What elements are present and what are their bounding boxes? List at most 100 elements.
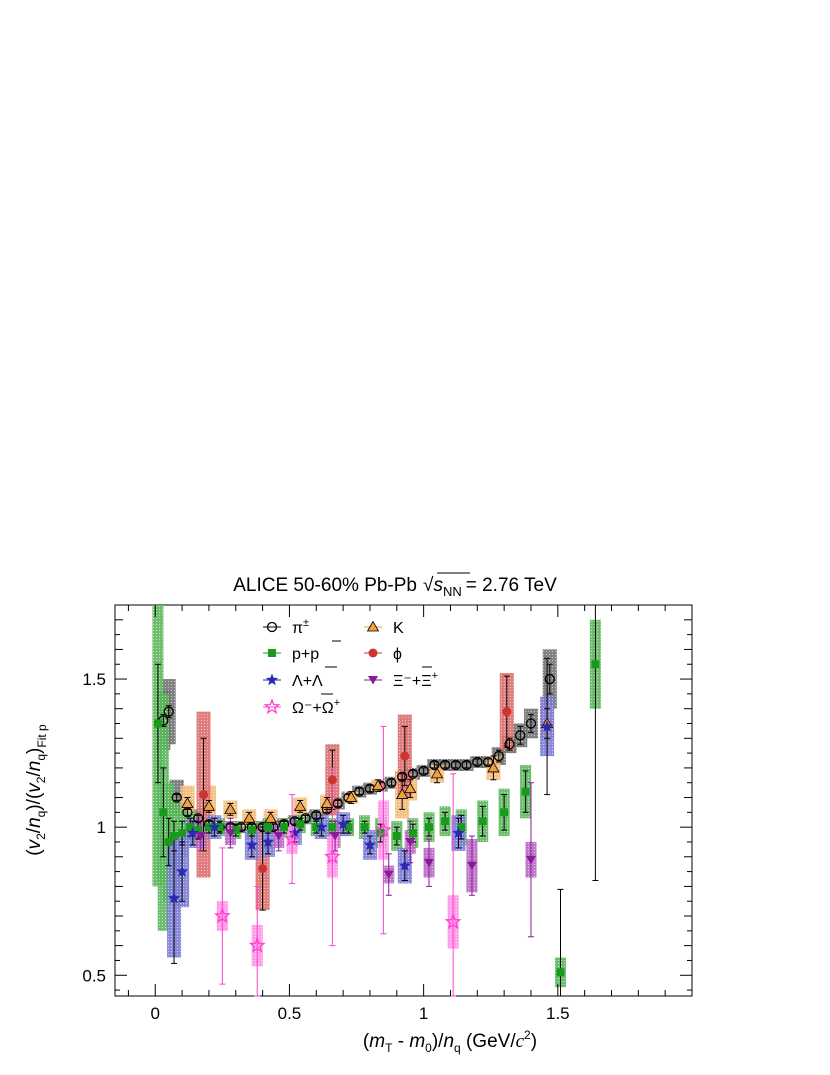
p-point-27 [556,968,565,977]
x-tick-label-2: 1 [419,1004,428,1023]
p-point-15 [328,823,337,832]
p-point-2 [164,837,173,846]
p-point-22 [441,817,450,826]
pi-point-2 [171,792,182,803]
pi-point-30 [472,756,483,768]
x-axis-label: (mT - m0)/nq (GeV/c2) [363,1028,537,1055]
xi-point-7 [466,861,477,871]
p-point-9 [231,826,240,835]
plot-frame [114,604,693,997]
legend-marker-pi [266,621,278,633]
p-point-24 [478,817,487,826]
p-point-14 [312,823,321,832]
phi-point-4 [502,707,512,717]
legend-marker-xi [368,676,378,685]
title-suffix: = 2.76 TeV [466,575,557,596]
legend-marker-lambda [265,673,279,686]
pi-point-32 [493,750,504,762]
omega-point-5 [444,913,462,930]
legend-marker-phi [368,648,378,658]
legend-label-xi: Ξ⁻+Ξ+ [393,670,438,690]
y-tick-label-0: 0.5 [82,966,106,985]
lambda-point-10 [398,859,411,871]
p-point-8 [215,823,224,832]
p-point-21 [424,823,433,832]
p-point-16 [344,823,353,832]
legend: π± Kp+p ϕ Λ+Λ Ξ⁻+Ξ+ Ω⁻+Ω+ [263,617,438,717]
pi-point-27 [439,759,451,771]
lambda-point-11 [452,826,465,839]
pi-point-26 [429,759,440,771]
pi-point-19 [354,786,365,797]
xi-point-8 [525,855,536,865]
k-point-3 [242,811,256,823]
k-point-11 [430,767,444,779]
y-axis-label: (v2/nq)/(v2/nq)Fit p [24,724,49,856]
title-prefix: ALICE 50-60% Pb-Pb [233,575,417,596]
lambda-point-6 [288,826,301,839]
lambda-point-8 [336,817,350,830]
k-point-0 [181,797,194,808]
p-point-20 [408,829,417,838]
legend-label-omega: Ω⁻+Ω+ [292,697,340,717]
k-point-9 [395,788,409,799]
pi-point-28 [450,759,461,771]
p-point-5 [186,823,195,832]
k-point-8 [371,779,385,791]
k-point-7 [344,791,358,802]
xi-point-6 [423,858,434,868]
pi-point-15 [311,810,322,821]
lambda-point-0 [167,891,181,904]
p-point-12 [280,823,289,832]
p-point-25 [500,808,509,817]
xi-point-4 [383,870,394,880]
lambda-point-2 [186,826,199,839]
p-point-26 [521,787,530,796]
lambda-point-7 [315,820,328,833]
pi-point-23 [397,771,408,782]
y-tick-label-1: 1 [97,818,106,837]
pi-point-24 [407,768,419,779]
phi-point-2 [327,775,337,785]
k-point-4 [264,811,277,823]
lambda-point-12 [540,719,554,732]
pi-point-25 [418,765,429,777]
legend-marker-omega [263,698,281,715]
xi-point-2 [273,832,284,841]
k-point-5 [293,800,307,811]
y-tick-label-2: 1.5 [82,670,106,689]
p-point-23 [457,823,466,832]
lambda-point-5 [261,835,275,848]
p-point-4 [178,829,187,838]
pi-point-14 [300,813,311,824]
x-tick-label-0: 0 [151,1004,160,1023]
p-point-28 [591,660,600,669]
p-point-10 [247,826,256,835]
pi-point-34 [515,730,526,741]
pi-point-1 [163,706,174,717]
legend-marker-k [366,620,380,632]
axes: 0 0.5 1 1.5 0.5 1 1.5 [82,605,692,1023]
phi-point-1 [258,864,268,874]
p-point-7 [204,823,213,832]
k-point-10 [404,782,417,794]
omega-point-1 [248,936,266,953]
omega-point-0 [213,907,231,924]
p-point-17 [360,823,369,832]
phi-point-0 [199,790,209,800]
phi-point-3 [400,751,410,761]
p-point-19 [392,832,401,841]
pi-point-35 [525,718,537,729]
markers [153,660,600,977]
pi-point-33 [504,739,515,750]
omega-point-3 [323,847,341,864]
legend-marker-p [268,649,276,657]
lambda-point-3 [208,820,221,833]
p-point-1 [159,808,168,817]
pi-point-4 [193,813,204,824]
pi-point-36 [544,673,555,685]
title-s-sub: NN [443,584,462,599]
omega-point-2 [283,830,301,847]
p-point-11 [263,823,272,832]
